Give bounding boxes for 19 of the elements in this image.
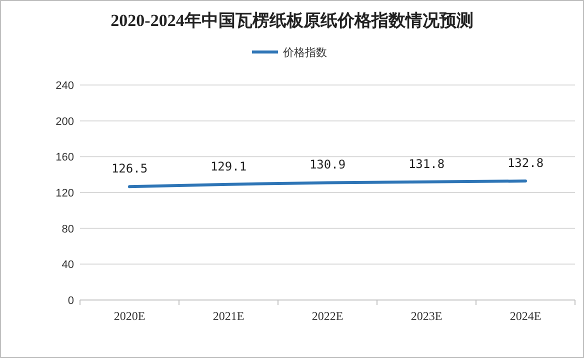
data-label: 131.8 <box>408 156 445 171</box>
x-tick-label: 2021E <box>212 309 244 323</box>
y-tick-label: 120 <box>56 188 74 200</box>
x-tick-label: 2020E <box>114 309 146 323</box>
y-tick-label: 80 <box>62 223 74 236</box>
legend-label: 价格指数 <box>282 47 327 59</box>
y-tick-label: 160 <box>56 152 74 164</box>
x-tick-label: 2023E <box>410 309 442 323</box>
x-tick-label: 2024E <box>510 309 542 323</box>
data-label: 126.5 <box>111 162 148 176</box>
data-label: 129.1 <box>210 159 247 174</box>
y-tick-label: 200 <box>56 116 74 128</box>
y-tick-label: 40 <box>62 259 74 272</box>
y-tick-label: 0 <box>68 295 74 307</box>
chart-title: 2020-2024年中国瓦楞纸板原纸价格指数情况预测 <box>110 11 474 30</box>
x-tick-label: 2022E <box>312 309 344 323</box>
y-tick-label: 240 <box>56 80 74 92</box>
data-label: 130.9 <box>309 158 346 172</box>
data-label: 132.8 <box>507 156 544 170</box>
